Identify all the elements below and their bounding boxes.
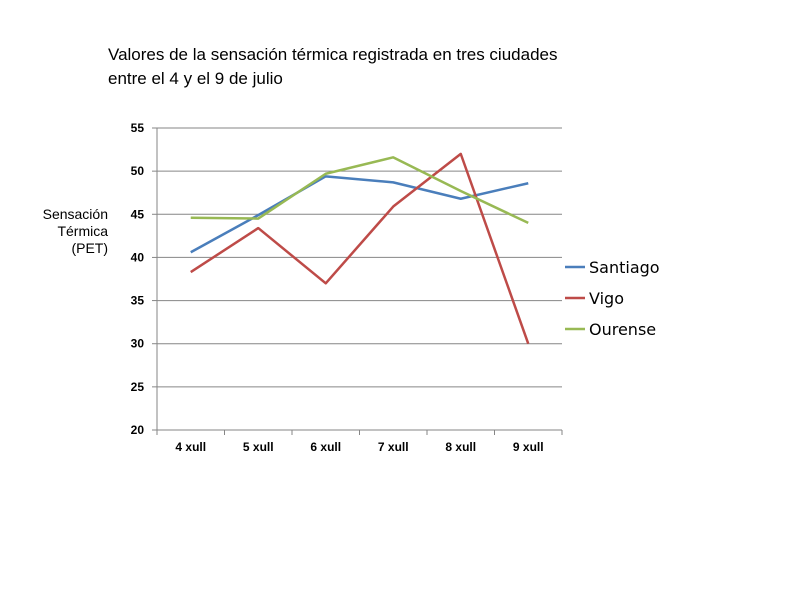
y-axis-label-line-2: Térmica (57, 223, 108, 239)
x-tick-label: 8 xull (445, 440, 476, 454)
y-tick-label: 25 (131, 380, 145, 394)
y-tick-label: 45 (131, 207, 145, 221)
legend-label-santiago: Santiago (589, 258, 660, 277)
y-tick-label: 30 (131, 337, 145, 351)
y-tick-label: 55 (131, 121, 145, 135)
x-tick-label: 7 xull (378, 440, 409, 454)
x-tick-label: 4 xull (175, 440, 206, 454)
chart-title-line-1: Valores de la sensación térmica registra… (108, 45, 558, 64)
legend-label-vigo: Vigo (589, 289, 624, 308)
y-axis-label-line-3: (PET) (71, 240, 108, 256)
x-tick-label: 9 xull (513, 440, 544, 454)
y-tick-label: 20 (131, 423, 145, 437)
y-axis-label: Sensación Térmica (PET) (20, 206, 108, 257)
legend-label-ourense: Ourense (589, 320, 656, 339)
x-tick-label: 6 xull (310, 440, 341, 454)
chart-title: Valores de la sensación térmica registra… (108, 43, 668, 91)
y-tick-label: 40 (131, 250, 145, 264)
series-line-ourense (190, 156, 529, 225)
chart-title-line-2: entre el 4 y el 9 de julio (108, 69, 283, 88)
y-tick-label: 35 (131, 294, 145, 308)
y-axis-label-line-1: Sensación (42, 206, 108, 222)
series-line-vigo (190, 152, 530, 345)
y-tick-label: 50 (131, 164, 145, 178)
x-tick-label: 5 xull (243, 440, 274, 454)
